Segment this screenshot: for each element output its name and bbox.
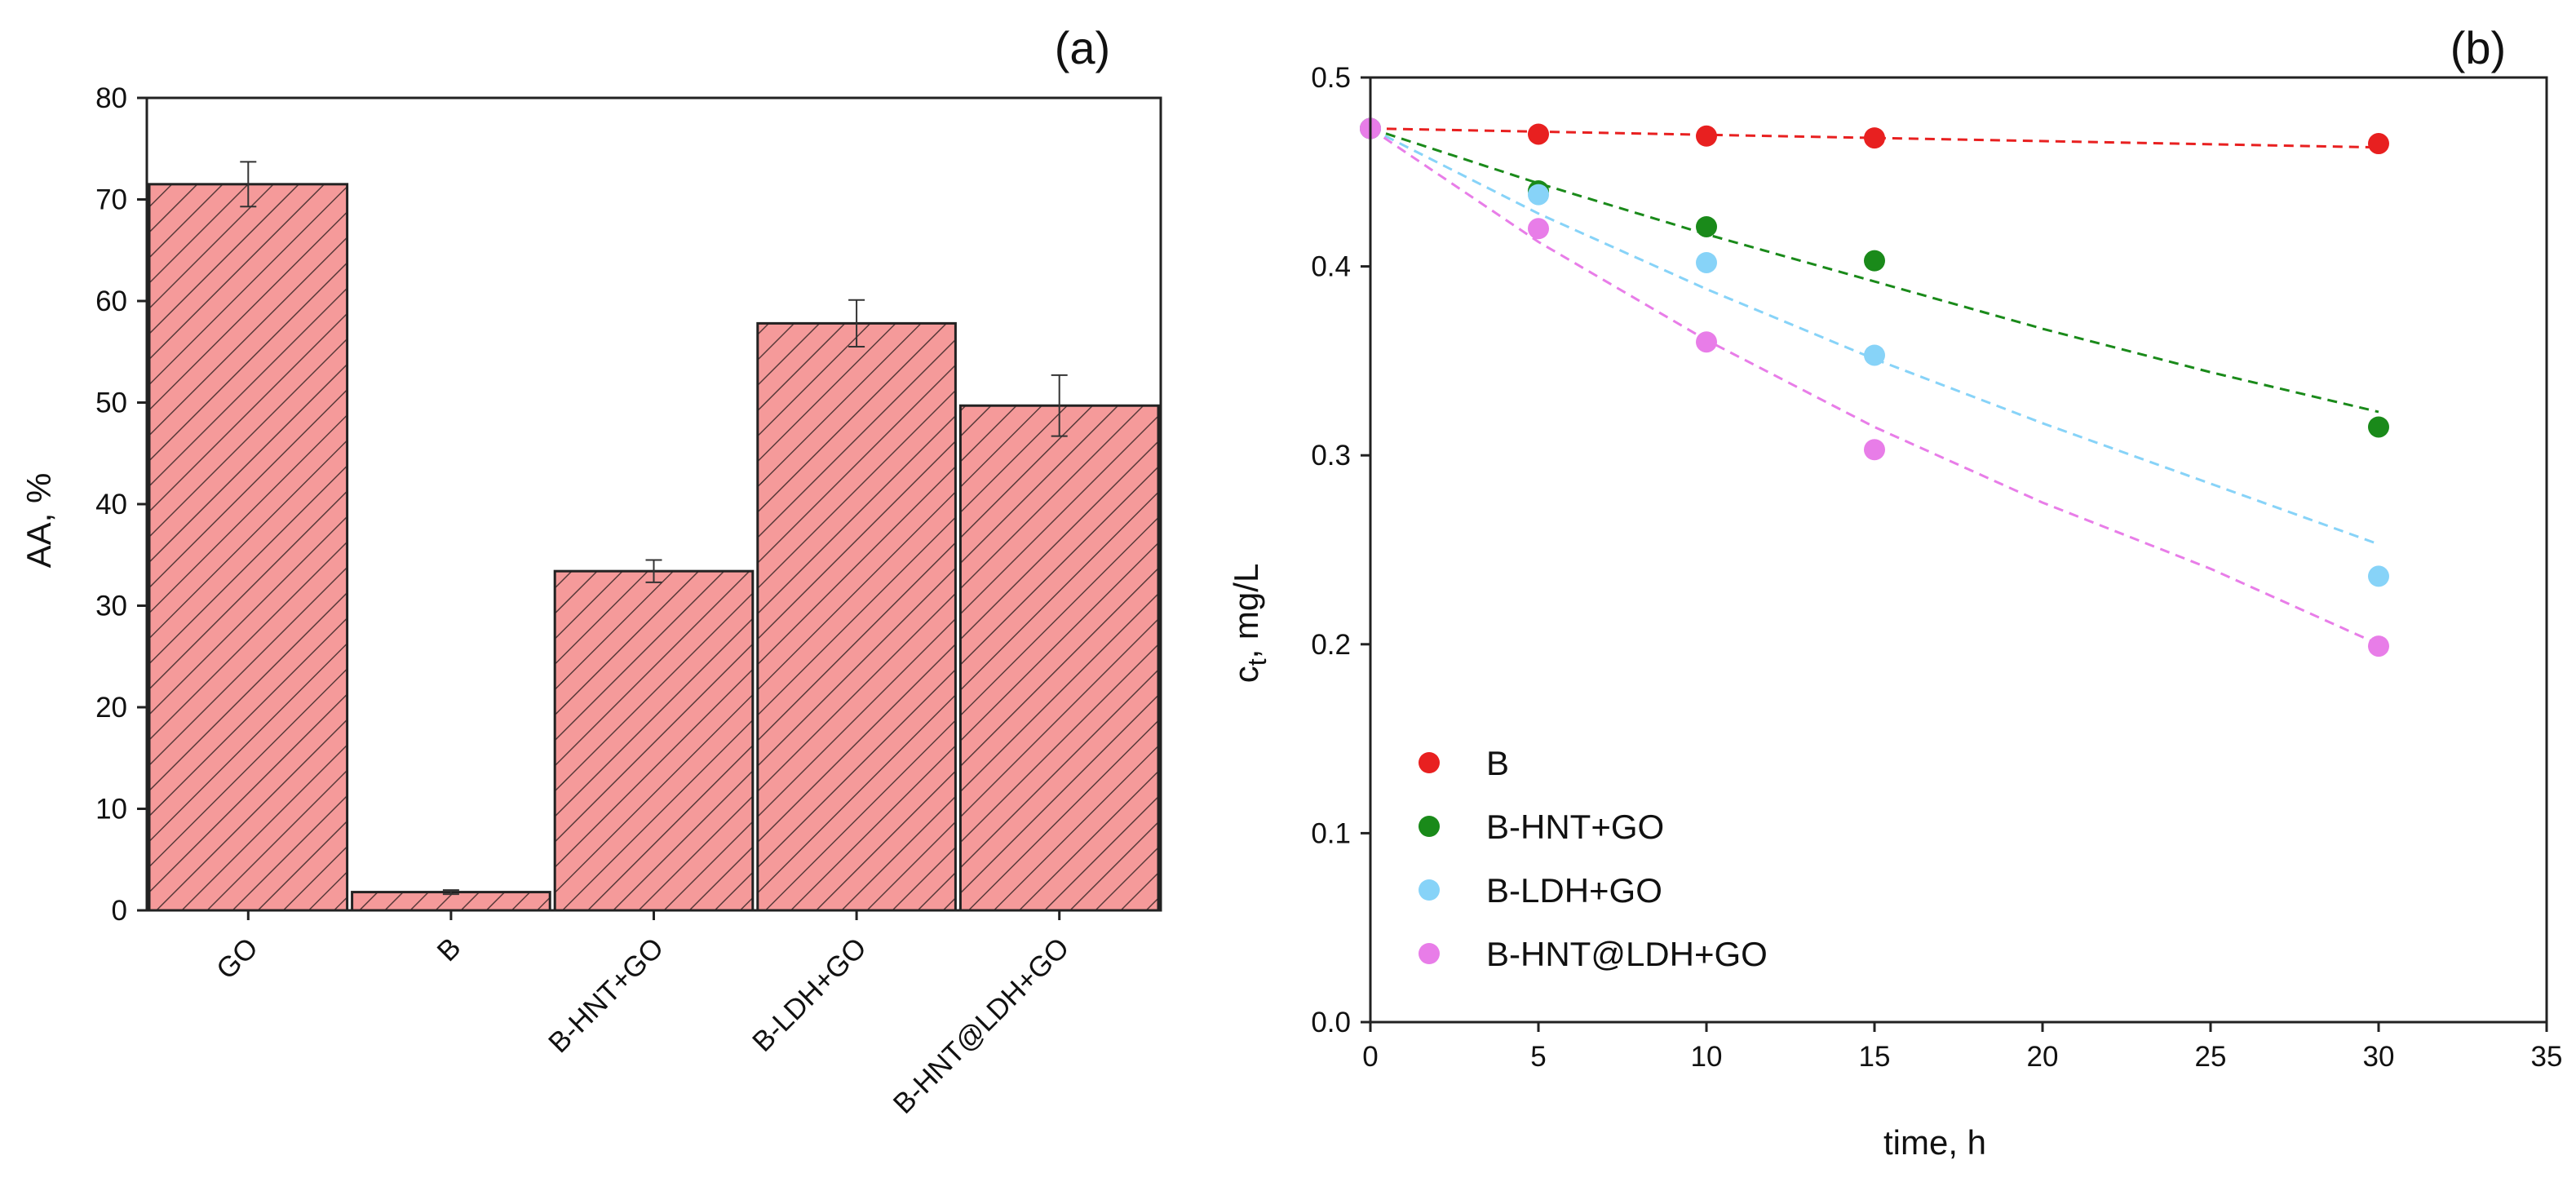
bar-b-hnt-go	[553, 569, 755, 912]
y-tick-label: 0.3	[1311, 440, 1351, 471]
y-tick-label: 0.5	[1311, 62, 1351, 94]
y-tick-label: 0.0	[1311, 1007, 1351, 1038]
fit-line-b-ldh-go	[1370, 127, 2379, 546]
y-tick-label: 20	[95, 692, 127, 724]
point-b-hnt-go	[1864, 250, 1885, 272]
legend-label-b-hnt-ldh-go: B-HNT@LDH+GO	[1486, 935, 1768, 973]
y-tick-label: 60	[95, 286, 127, 317]
legend-label-b: B	[1486, 744, 1509, 782]
y-tick-label: 0.2	[1311, 629, 1351, 661]
point-b-ldh-go	[2368, 565, 2389, 587]
legend-label-b-hnt-go: B-HNT+GO	[1486, 808, 1664, 846]
error-bar-b-hnt-go	[645, 559, 662, 583]
legend-marker-b-hnt-ldh-go	[1419, 943, 1440, 964]
point-b	[1864, 127, 1885, 149]
x-tick-label: 35	[2531, 1041, 2563, 1073]
x-tick-label: 30	[2363, 1041, 2395, 1073]
fit-line-b-hnt-ldh-go	[1370, 127, 2379, 646]
legend-label-b-ldh-go: B-LDH+GO	[1486, 871, 1662, 910]
point-b-hnt-ldh-go	[1696, 331, 1717, 353]
y-tick-label: 50	[95, 387, 127, 419]
panel-b-ylabel: ct, mg/L	[1227, 564, 1272, 684]
legend-marker-b-hnt-go	[1419, 816, 1440, 837]
panel-a-y-axis: 0 10 20 30 40 50 60 70 80	[95, 82, 147, 927]
point-b-ldh-go	[1696, 251, 1717, 273]
y-tick-label: 30	[95, 591, 127, 622]
x-tick-label: 25	[2195, 1041, 2227, 1073]
y-tick-label: 80	[95, 82, 127, 114]
panel-b: (b) ct, mg/L time, h 0.00.10.20.30.40.5 …	[1227, 22, 2562, 1162]
y-tick-label: 10	[95, 794, 127, 826]
panel-b-points	[1360, 117, 2389, 657]
error-bar-b-hnt-ldh-go	[1051, 374, 1068, 437]
x-tick-label: 5	[1530, 1041, 1546, 1073]
error-bar-go	[240, 161, 257, 208]
point-b-hnt-ldh-go	[1864, 439, 1885, 461]
panel-a-label: (a)	[1055, 22, 1110, 73]
y-tick-label: 0.1	[1311, 817, 1351, 849]
point-b-ldh-go	[1864, 344, 1885, 366]
error-bar-b	[442, 889, 459, 896]
x-tick-label: 15	[1859, 1041, 1891, 1073]
panel-b-ylabel-main: c	[1227, 666, 1265, 683]
point-b-ldh-go	[1528, 184, 1549, 206]
error-bar-b-ldh-go	[848, 299, 865, 348]
bar-go	[148, 183, 349, 912]
x-tick-label-b-hnt-ldh-go: B-HNT@LDH+GO	[887, 932, 1076, 1120]
legend-marker-b-ldh-go	[1419, 879, 1440, 901]
panel-b-ylabel-suffix: , mg/L	[1227, 564, 1265, 659]
fit-line-b-hnt-go	[1370, 127, 2379, 414]
point-b-hnt-ldh-go	[1528, 218, 1549, 240]
x-tick-label-go: GO	[210, 932, 264, 985]
point-b	[2368, 133, 2389, 155]
panel-b-x-axis: 0 5 10 15 20 25 30 35	[1362, 1022, 2562, 1073]
legend-marker-b	[1419, 752, 1440, 773]
panel-b-y-axis: 0.0 0.1 0.2 0.3 0.4 0.5	[1311, 62, 1370, 1038]
point-b-hnt-go	[2368, 416, 2389, 438]
panel-b-xlabel: time, h	[1883, 1123, 1986, 1162]
x-tick-label: 20	[2027, 1041, 2059, 1073]
y-tick-label: 70	[95, 184, 127, 216]
x-tick-label: 0	[1362, 1041, 1378, 1073]
y-tick-label: 40	[95, 489, 127, 520]
x-tick-label-b: B	[431, 932, 467, 967]
panel-a-frame	[145, 96, 1162, 912]
panel-b-ylabel-subscript: t	[1242, 658, 1272, 666]
point-b-hnt-ldh-go	[2368, 635, 2389, 657]
panel-a: (a) AA, % 0 10 20 30 40 50 60 70 80 GO B B-HNT+GO B…	[20, 22, 1162, 1120]
bar-b-hnt-ldh-go	[958, 404, 1160, 912]
panel-b-frame	[1369, 76, 2548, 1024]
point-b	[1528, 123, 1549, 145]
point-b-hnt-go	[1696, 215, 1717, 237]
panel-a-bars	[148, 161, 1160, 912]
bar-b-ldh-go	[756, 321, 957, 912]
y-tick-label: 0	[112, 895, 127, 927]
y-tick-label: 0.4	[1311, 251, 1351, 283]
point-b	[1696, 125, 1717, 147]
panel-b-legend: B B-HNT+GO B-LDH+GO B-HNT@LDH+GO	[1419, 744, 1768, 973]
x-tick-label-b-ldh-go: B-LDH+GO	[746, 932, 873, 1058]
panel-b-fit-lines	[1370, 127, 2379, 646]
x-tick-label-b-hnt-go: B-HNT+GO	[542, 932, 670, 1059]
panel-a-ylabel: AA, %	[20, 473, 58, 569]
x-tick-label: 10	[1691, 1041, 1723, 1073]
panel-b-label: (b)	[2450, 22, 2506, 73]
panel-a-x-axis: GO B B-HNT+GO B-LDH+GO B-HNT@LDH+GO	[210, 910, 1075, 1120]
